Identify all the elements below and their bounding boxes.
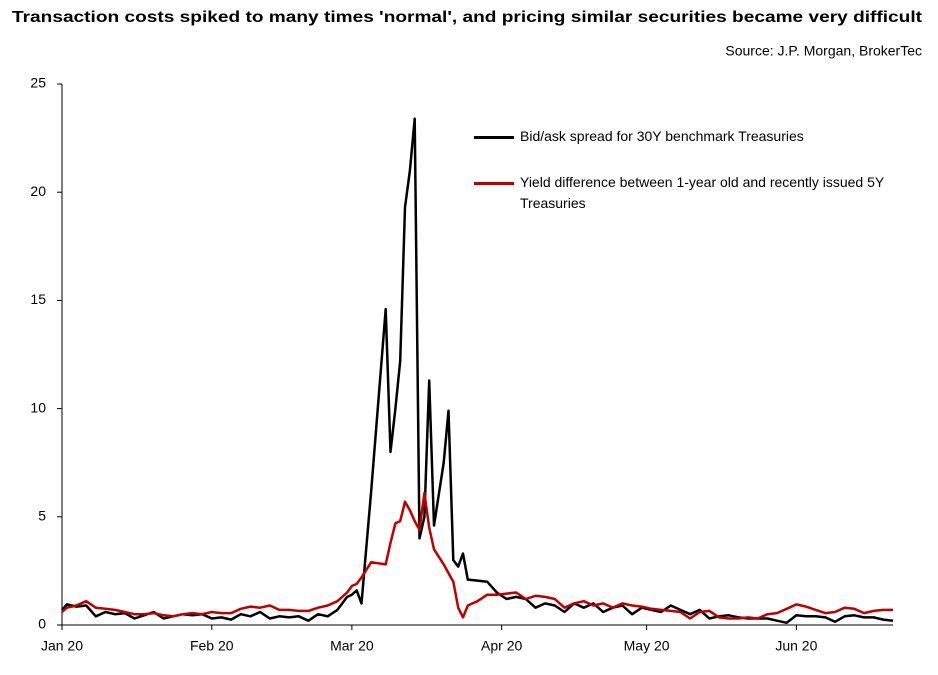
y-tick-label: 0 [38,616,46,632]
series-line [61,491,893,620]
chart-title: Transaction costs spiked to many times '… [12,9,923,26]
x-tick-label: Mar 20 [330,638,374,654]
legend-label: Bid/ask spread for 30Y benchmark Treasur… [520,128,804,144]
x-tick-label: Apr 20 [481,638,522,654]
legend-item: Bid/ask spread for 30Y benchmark Treasur… [474,126,914,147]
legend-label: Yield difference between 1-year old and … [520,174,884,211]
y-tick-label: 15 [30,291,46,307]
y-tick-label: 20 [30,183,46,199]
x-tick-label: May 20 [624,638,670,654]
y-tick-label: 5 [38,508,46,524]
legend: Bid/ask spread for 30Y benchmark Treasur… [474,126,914,239]
y-tick-label: 25 [30,75,46,91]
legend-item: Yield difference between 1-year old and … [474,172,914,214]
x-tick-label: Feb 20 [190,638,234,654]
x-tick-label: Jun 20 [775,638,817,654]
legend-swatch [474,182,514,185]
legend-swatch [474,136,514,139]
x-tick-label: Jan 20 [41,638,83,654]
y-tick-label: 10 [30,399,46,415]
chart-source: Source: J.P. Morgan, BrokerTec [725,43,922,59]
